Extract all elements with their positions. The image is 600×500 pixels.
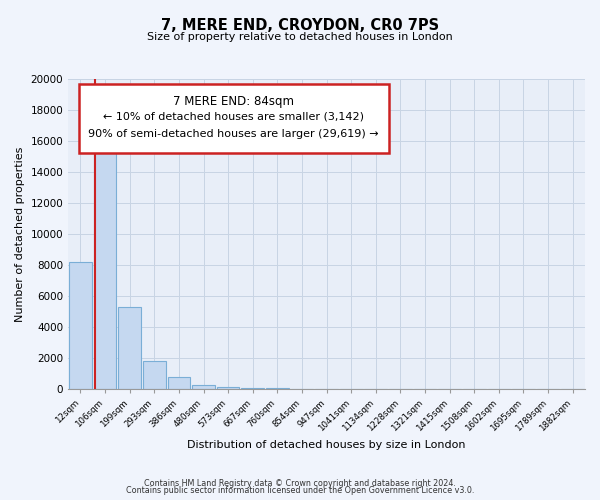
Bar <box>217 387 239 389</box>
Bar <box>167 378 190 389</box>
Bar <box>143 361 166 389</box>
Bar <box>192 384 215 389</box>
Bar <box>118 307 141 389</box>
Text: Contains HM Land Registry data © Crown copyright and database right 2024.: Contains HM Land Registry data © Crown c… <box>144 478 456 488</box>
Bar <box>69 262 92 389</box>
Text: Contains public sector information licensed under the Open Government Licence v3: Contains public sector information licen… <box>126 486 474 495</box>
Bar <box>241 388 264 389</box>
Bar <box>94 132 116 389</box>
Text: Size of property relative to detached houses in London: Size of property relative to detached ho… <box>147 32 453 42</box>
Text: 7 MERE END: 84sqm: 7 MERE END: 84sqm <box>173 96 294 108</box>
Bar <box>266 388 289 389</box>
Text: 90% of semi-detached houses are larger (29,619) →: 90% of semi-detached houses are larger (… <box>88 128 379 138</box>
Text: 7, MERE END, CROYDON, CR0 7PS: 7, MERE END, CROYDON, CR0 7PS <box>161 18 439 32</box>
X-axis label: Distribution of detached houses by size in London: Distribution of detached houses by size … <box>187 440 466 450</box>
Text: ← 10% of detached houses are smaller (3,142): ← 10% of detached houses are smaller (3,… <box>103 112 364 122</box>
Y-axis label: Number of detached properties: Number of detached properties <box>15 146 25 322</box>
FancyBboxPatch shape <box>79 84 389 154</box>
